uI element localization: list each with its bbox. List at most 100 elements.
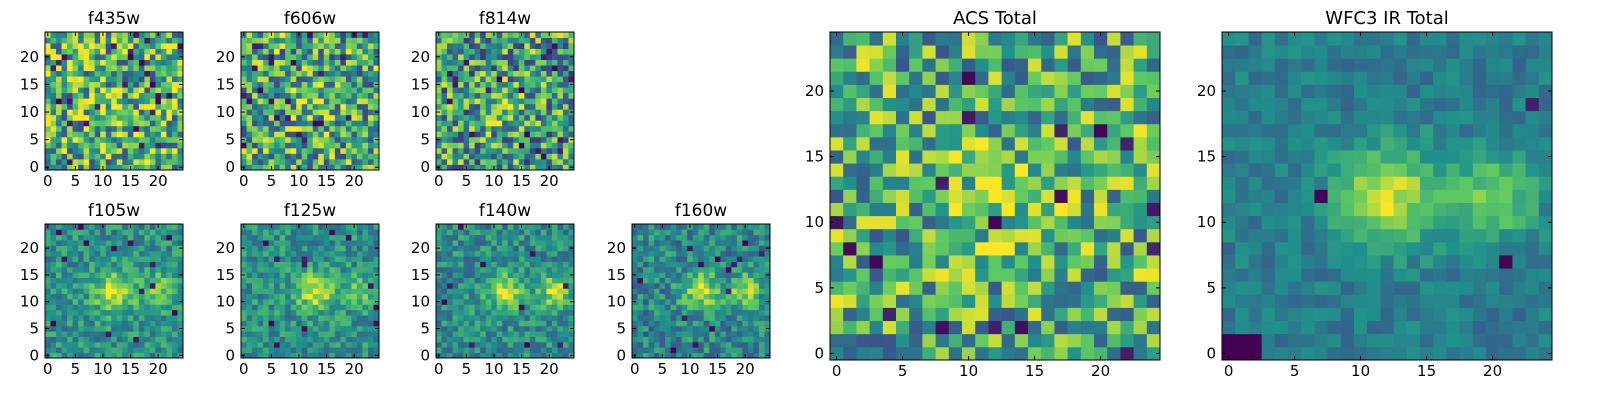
heatmap-cell	[290, 282, 297, 289]
heatmap-cell	[367, 43, 374, 49]
heatmap-cell	[720, 272, 727, 278]
heatmap-cell	[246, 120, 253, 127]
heatmap-cell	[252, 240, 258, 246]
heatmap-cell	[149, 261, 156, 268]
heatmap-cell	[116, 87, 123, 94]
heatmap-cell	[551, 136, 558, 143]
heatmap-cell	[166, 76, 173, 83]
heatmap-cell	[692, 341, 699, 348]
heatmap-cell	[177, 70, 184, 77]
heatmap-cell	[307, 299, 314, 305]
heatmap-cell	[725, 315, 732, 321]
heatmap-cell	[557, 299, 564, 305]
heatmap-cell	[698, 341, 705, 348]
heatmap-cell	[263, 320, 269, 327]
heatmap-cell	[160, 347, 167, 354]
heatmap-cell	[171, 240, 178, 246]
heatmap-cell	[507, 325, 514, 332]
heatmap-cell	[83, 272, 90, 278]
heatmap-cell	[469, 288, 476, 295]
heatmap-cell	[318, 48, 325, 55]
heatmap-cell	[469, 48, 476, 55]
heatmap-cell	[111, 43, 118, 49]
heatmap-cell	[116, 153, 123, 160]
heatmap-cell	[687, 282, 694, 289]
heatmap-cell	[127, 240, 134, 246]
heatmap-cell	[441, 59, 448, 66]
heatmap-cell	[285, 98, 292, 105]
heatmap-cell	[105, 147, 112, 154]
heatmap-cell	[45, 341, 51, 348]
x-tick-label: 20	[736, 360, 755, 378]
heatmap-cell	[72, 125, 79, 132]
heatmap-cell	[149, 272, 156, 278]
heatmap-cell	[94, 282, 101, 289]
heatmap-cell	[323, 250, 330, 257]
heatmap-cell	[122, 299, 129, 305]
heatmap-cell	[720, 266, 727, 273]
heatmap-cell	[301, 250, 308, 257]
heatmap-cell	[654, 352, 660, 359]
heatmap-cell	[469, 229, 476, 236]
heatmap-cell	[67, 43, 73, 49]
heatmap-cell	[133, 352, 140, 359]
heatmap-cell	[474, 54, 481, 60]
heatmap-cell	[323, 320, 330, 327]
heatmap-cell	[257, 309, 264, 316]
heatmap-cell	[111, 272, 118, 278]
heatmap-cell	[469, 299, 476, 305]
heatmap-cell	[742, 256, 749, 262]
heatmap-cell	[105, 125, 112, 132]
heatmap-cell	[441, 164, 448, 171]
heatmap-cell	[356, 109, 363, 116]
heatmap-cell	[307, 352, 314, 359]
heatmap-cell	[122, 164, 129, 171]
y-tick-label: 0	[29, 346, 39, 364]
heatmap-cell	[1146, 333, 1161, 348]
heatmap-cell	[648, 266, 655, 273]
heatmap-cell	[116, 245, 123, 252]
heatmap-cell	[356, 158, 363, 165]
heatmap-cell	[67, 272, 73, 278]
heatmap-cell	[518, 336, 525, 343]
heatmap-cell	[463, 315, 470, 321]
heatmap-cell	[665, 266, 672, 273]
heatmap-cell	[279, 54, 286, 60]
heatmap-cell	[160, 250, 167, 257]
heatmap-cell	[323, 43, 330, 49]
heatmap-cell	[257, 87, 264, 94]
heatmap-cell	[263, 43, 269, 49]
heatmap-cell	[551, 142, 558, 149]
heatmap-cell	[367, 54, 374, 60]
heatmap-cell	[290, 293, 297, 300]
heatmap-cell	[171, 142, 178, 149]
heatmap-cell	[507, 153, 514, 160]
heatmap-cell	[94, 256, 101, 262]
heatmap-cell	[56, 81, 62, 88]
heatmap-cell	[177, 120, 184, 127]
heatmap-cell	[491, 293, 498, 300]
heatmap-cell	[122, 352, 129, 359]
heatmap-cell	[725, 288, 732, 295]
heatmap-cell	[323, 347, 330, 354]
heatmap-cell	[67, 261, 73, 268]
heatmap-cell	[105, 81, 112, 88]
heatmap-cell	[1146, 189, 1161, 203]
heatmap-cell	[670, 336, 677, 343]
heatmap-cell	[480, 234, 487, 241]
heatmap-cell	[177, 266, 184, 273]
heatmap-cell	[116, 103, 123, 110]
heatmap-cell	[485, 304, 492, 311]
heatmap-cell	[540, 153, 547, 160]
heatmap-cell	[362, 272, 369, 278]
heatmap-cell	[149, 266, 156, 273]
heatmap-cell	[127, 147, 134, 154]
heatmap-cell	[843, 202, 857, 217]
heatmap-cell	[105, 32, 112, 38]
heatmap-cell	[268, 48, 275, 55]
heatmap-cell	[78, 131, 85, 138]
heatmap-cell	[56, 240, 62, 246]
heatmap-cell	[513, 70, 520, 77]
heatmap-cell	[329, 109, 336, 116]
